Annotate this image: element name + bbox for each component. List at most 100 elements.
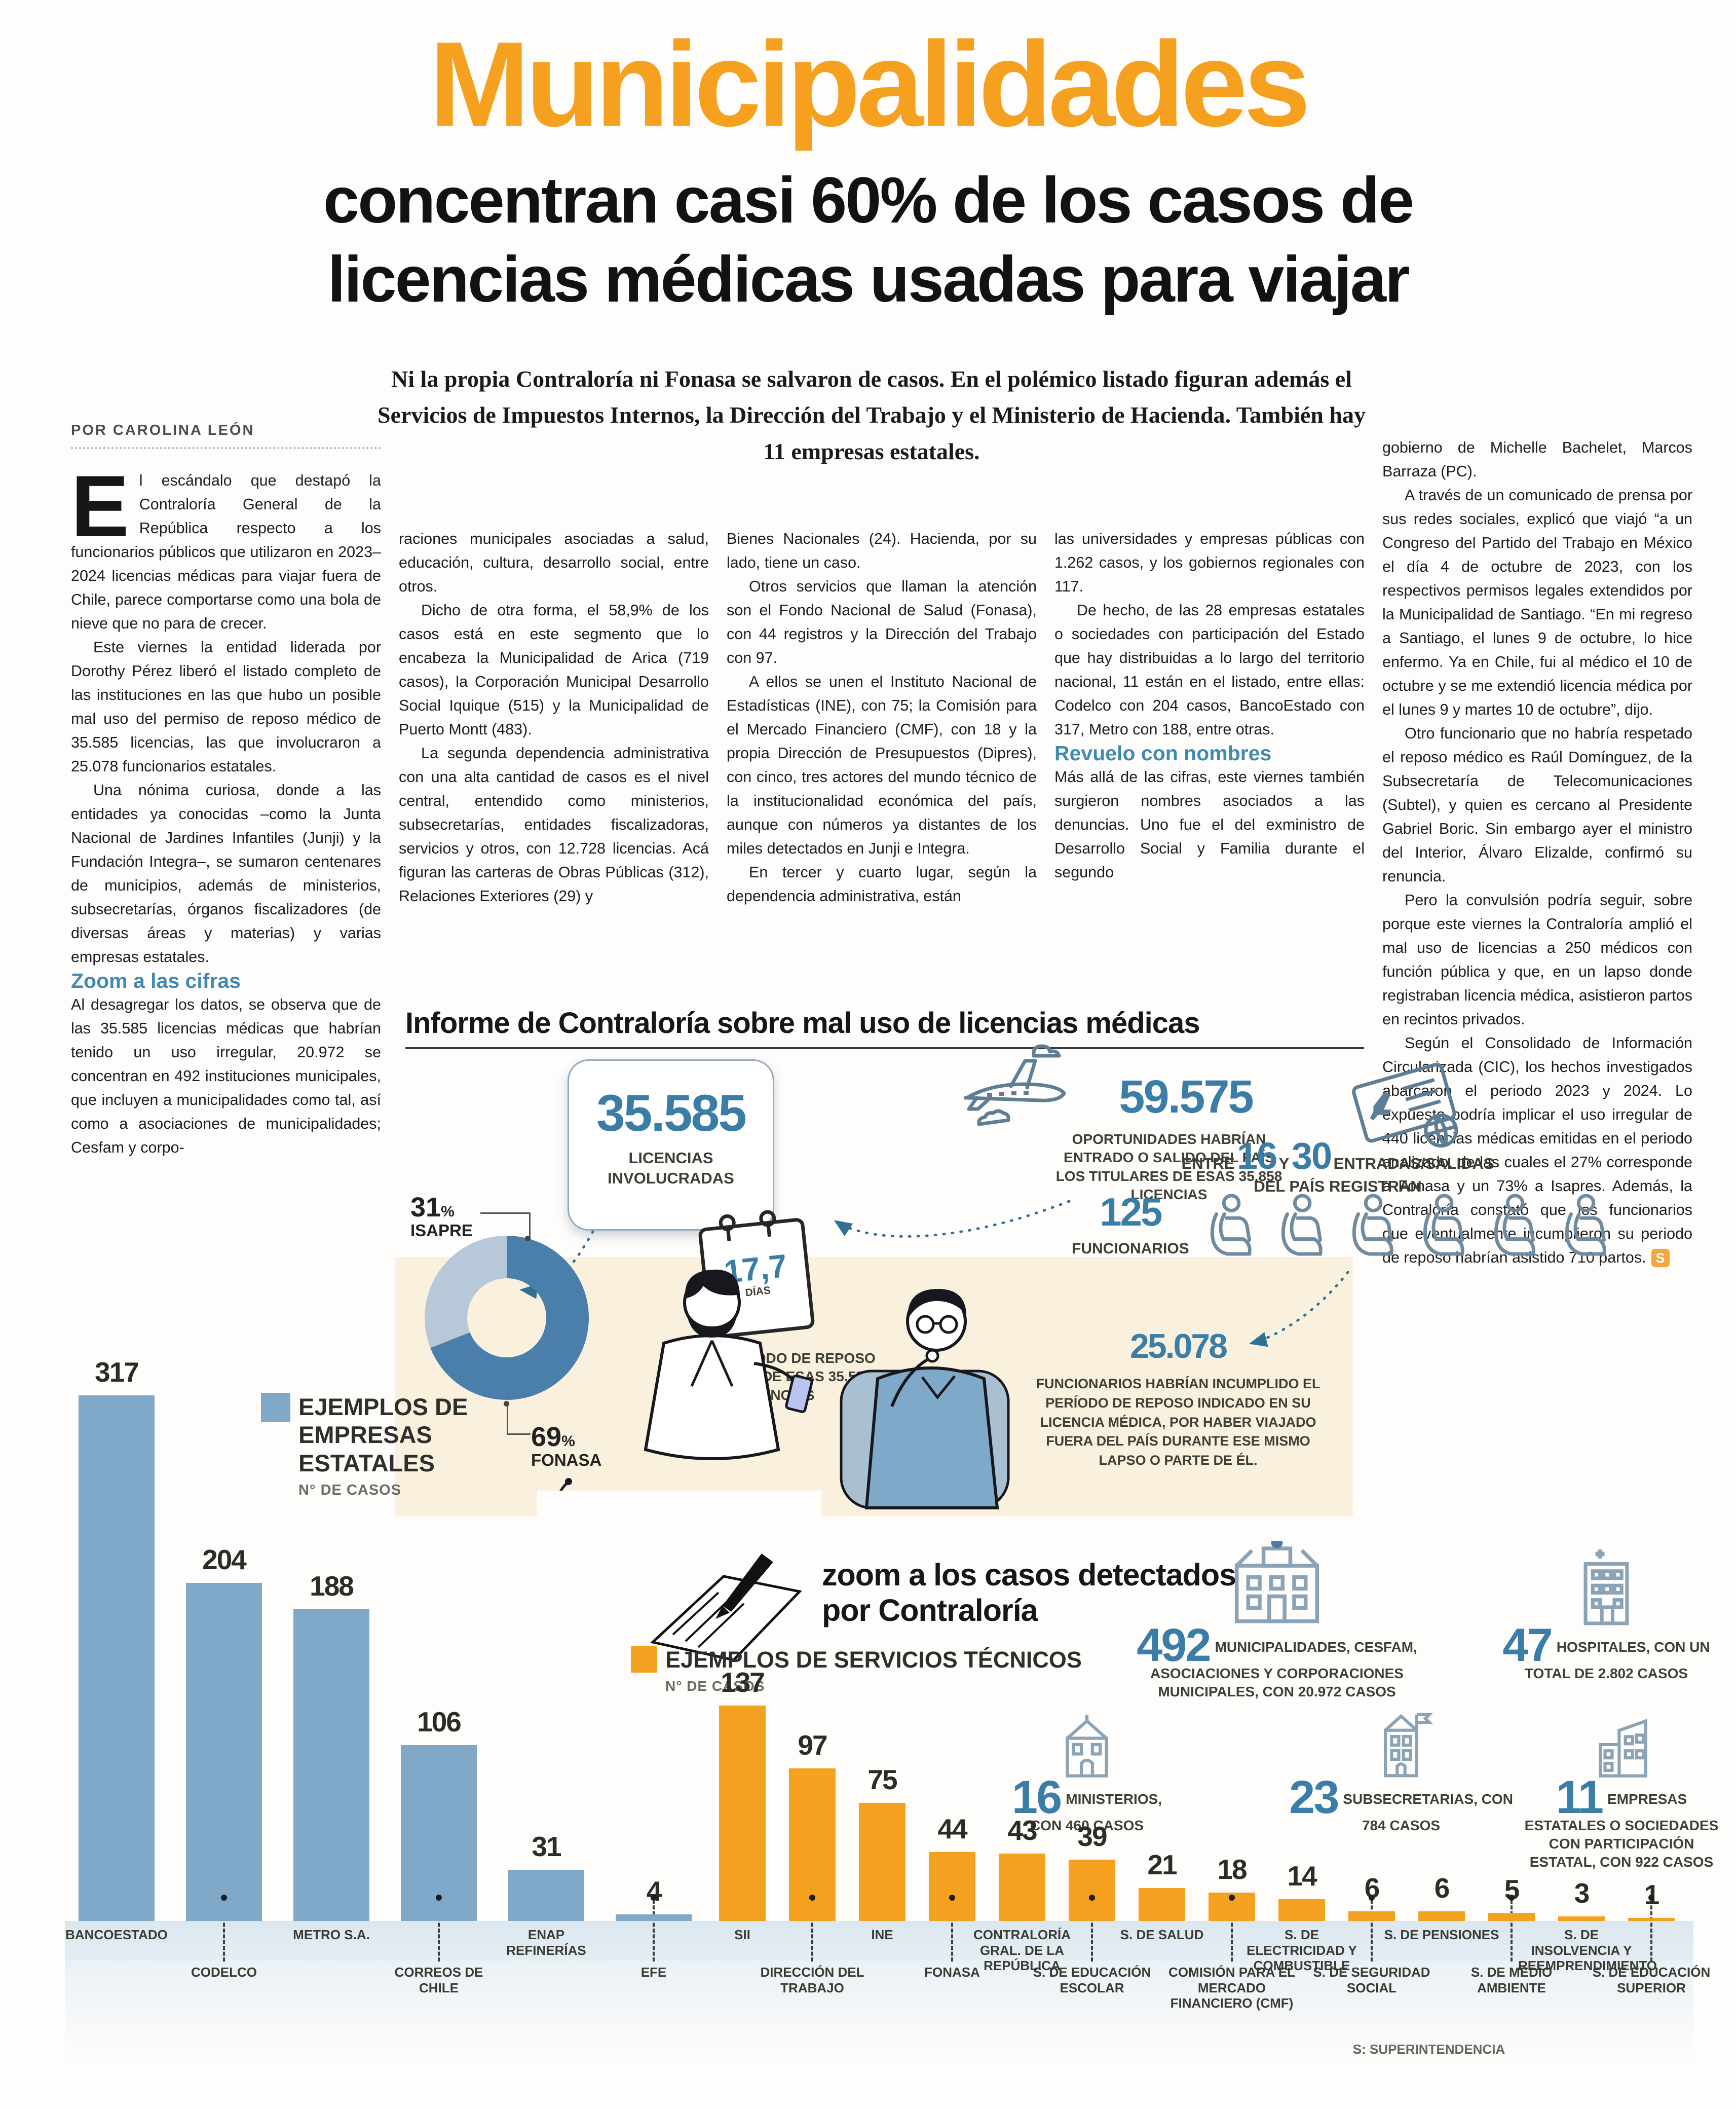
doctor-figure	[644, 1269, 813, 1460]
leader-line	[1650, 1900, 1652, 1962]
seat-passenger-icon	[1556, 1192, 1623, 1257]
axis-label: S. DE ELECTRICIDAD Y COMBUSTIBLE	[1247, 1927, 1357, 1974]
bar-S. DE SALUD	[1139, 1888, 1185, 1921]
axis-label: S. DE INSOLVENCIA Y REEMPRENDIMIENTO	[1518, 1927, 1657, 1974]
axis-label: S. DE EDUCACIÓN SUPERIOR	[1592, 1965, 1711, 1995]
passengers-count: 125	[1100, 1190, 1162, 1234]
stat-caption: 11 EMPRESAS ESTATALES O SOCIEDADES CON PA…	[1524, 1771, 1719, 1870]
bar-value-label: 6	[1434, 1872, 1450, 1904]
leader-line	[438, 1900, 440, 1962]
donut-label-fonasa: 69% FONASA	[531, 1422, 602, 1469]
ministry-building-icon	[1066, 1715, 1108, 1778]
bar-value-label: 137	[721, 1667, 765, 1698]
axis-label: S. DE PENSIONES	[1384, 1927, 1499, 1942]
orange-chart-legend: EJEMPLOS DE SERVICIOS TÉCNICOS N° DE CAS…	[631, 1646, 1087, 1694]
patient-figure	[864, 1289, 999, 1509]
paragraph: raciones municipales asociadas a salud, …	[399, 530, 709, 595]
leader-dot	[949, 1895, 955, 1901]
deck-paragraph: Ni la propia Contraloría ni Fonasa se sa…	[378, 366, 1366, 464]
stat-caption: 23 SUBSECRETARIAS, CON 784 CASOS	[1289, 1771, 1513, 1833]
paragraph: A ellos se unen el Instituto Nacional de…	[727, 673, 1037, 857]
bar-value-label: 39	[1077, 1821, 1107, 1852]
bar-S. DE MEDIO AMBIENTE	[1488, 1913, 1535, 1921]
blue-chart-legend: EJEMPLOS DE EMPRESAS ESTATALES N° DE CAS…	[261, 1393, 524, 1499]
bar-value-label: 188	[310, 1570, 354, 1602]
bar-S. DE PENSIONES	[1418, 1911, 1465, 1921]
paragraph: Más allá de las cifras, este viernes tam…	[1054, 768, 1365, 881]
leader-dot	[1648, 1895, 1654, 1901]
plane-ticket-icon	[1352, 1062, 1458, 1148]
axis-label: COMISIÓN PARA EL MERCADO FINANCIERO (CMF…	[1168, 1965, 1295, 2011]
leader-dot	[1229, 1895, 1235, 1901]
bar-value-label: 31	[532, 1831, 561, 1862]
doctor-patient-illustration	[537, 1269, 1010, 1518]
paragraph: gobierno de Michelle Bachelet, Marcos Ba…	[1382, 439, 1692, 480]
passenger-seat-icons	[1201, 1192, 1623, 1257]
stat-ministerios: 16 MINISTERIOS, CON 460 CASOS	[1001, 1713, 1173, 1835]
legend-swatch-blue	[261, 1393, 290, 1422]
noncompliant-count: 25.078	[1130, 1327, 1228, 1365]
bar-value-label: 106	[417, 1706, 462, 1737]
axis-label: S. DE EDUCACIÓN ESCOLAR	[1033, 1965, 1151, 1995]
bar-S. DE INSOLVENCIA Y REEMPRENDIMIENTO	[1558, 1916, 1605, 1921]
axis-label: ENAP REFINERÍAS	[506, 1927, 586, 1958]
section-subhead: Revuelo con nombres	[1054, 742, 1272, 765]
leader-dot	[1369, 1895, 1375, 1901]
noncompliant-label: FUNCIONARIOS HABRÍAN INCUMPLIDO EL PERÍO…	[1036, 1376, 1320, 1468]
seat-passenger-icon	[1485, 1192, 1552, 1257]
bar-value-label: 4	[646, 1875, 662, 1907]
bar-ENAP REFINERÍAS	[508, 1870, 584, 1921]
legend-subtitle: N° DE CASOS	[298, 1482, 402, 1499]
zoom-section-title: zoom a los casos detectados por Contralo…	[822, 1558, 1236, 1628]
passengers-label: FUNCIONARIOS	[1072, 1240, 1189, 1257]
isapre-leader-line	[480, 1212, 531, 1240]
infographic-rule	[405, 1047, 1364, 1049]
axis-label: CODELCO	[191, 1965, 257, 1980]
stat-hospitales: 47 HOSPITALES, CON UN TOTAL DE 2.802 CASO…	[1497, 1546, 1715, 1683]
end-mark-logo: S	[1651, 1249, 1670, 1267]
axis-label: SII	[734, 1927, 750, 1942]
licenses-involved-box: 35.585 LICENCIAS INVOLUCRADAS	[568, 1059, 774, 1231]
stat-empresas-estatales: 11 EMPRESAS ESTATALES O SOCIEDADES CON PA…	[1520, 1713, 1723, 1872]
leader-line	[653, 1900, 655, 1962]
leader-line	[1511, 1900, 1513, 1962]
passengers-stat: 125 FUNCIONARIOS	[1072, 1192, 1623, 1259]
leader-line	[1091, 1900, 1093, 1962]
headline-main: concentran casi 60% de los casos de lice…	[0, 161, 1736, 319]
opportunities-label: OPORTUNIDADES HABRÍAN ENTRADO O SALIDO D…	[1055, 1131, 1282, 1203]
bar-S. DE SEGURIDAD SOCIAL	[1348, 1911, 1395, 1921]
donut-label-isapre: 31% ISAPRE	[410, 1192, 473, 1240]
government-building-icon	[1384, 1713, 1433, 1778]
entries-exits-stat: ENTRE 16 Y 30 ENTRADAS/SALIDAS DEL PAÍS …	[1095, 1134, 1581, 1196]
paragraph: Bienes Nacionales (24). Hacienda, por su…	[727, 530, 1037, 571]
bar-value-label: 18	[1217, 1854, 1247, 1885]
paragraph: Al desagregar los datos, se observa que …	[71, 996, 381, 1156]
fonasa-leader-dot	[504, 1401, 509, 1407]
stat-caption: 47 HOSPITALES, CON UN TOTAL DE 2.802 CASO…	[1502, 1619, 1710, 1681]
paragraph: Otro funcionario que no habría respetado…	[1382, 725, 1692, 885]
legend-title: EJEMPLOS DE SERVICIOS TÉCNICOS	[665, 1647, 1082, 1673]
leader-dot	[221, 1895, 227, 1901]
legend-subtitle: N° DE CASOS	[665, 1678, 765, 1694]
x-axis-strip	[65, 1921, 1693, 1960]
bar-value-label: 204	[202, 1544, 247, 1575]
pen-paper-illustration	[650, 1553, 802, 1661]
axis-label: S. DE SEGURIDAD SOCIAL	[1313, 1965, 1430, 1995]
article-column-3: Bienes Nacionales (24). Hacienda, por su…	[727, 527, 1037, 908]
paragraph: Otros servicios que llaman la atención s…	[727, 578, 1037, 667]
bar-value-label: 43	[1007, 1815, 1037, 1846]
leader-dot	[436, 1895, 442, 1901]
bar-FONASA	[929, 1852, 975, 1921]
bar-value-label: 3	[1574, 1877, 1590, 1909]
paragraph: Dicho de otra forma, el 58,9% de los cas…	[399, 602, 709, 738]
company-building-icon	[1599, 1719, 1647, 1778]
paragraph: En tercer y cuarto lugar, según la depen…	[727, 864, 1037, 905]
leader-dot	[1508, 1895, 1515, 1901]
drop-cap: E	[71, 458, 129, 555]
paragraph: La segunda dependencia administrativa co…	[399, 745, 709, 905]
headline-main-text: concentran casi 60% de los casos de lice…	[323, 164, 1414, 316]
axis-label: S. DE SALUD	[1120, 1927, 1204, 1942]
bar-S. DE EDUCACIÓN SUPERIOR	[1628, 1918, 1675, 1921]
legend-title: EJEMPLOS DE EMPRESAS ESTATALES	[298, 1393, 468, 1476]
